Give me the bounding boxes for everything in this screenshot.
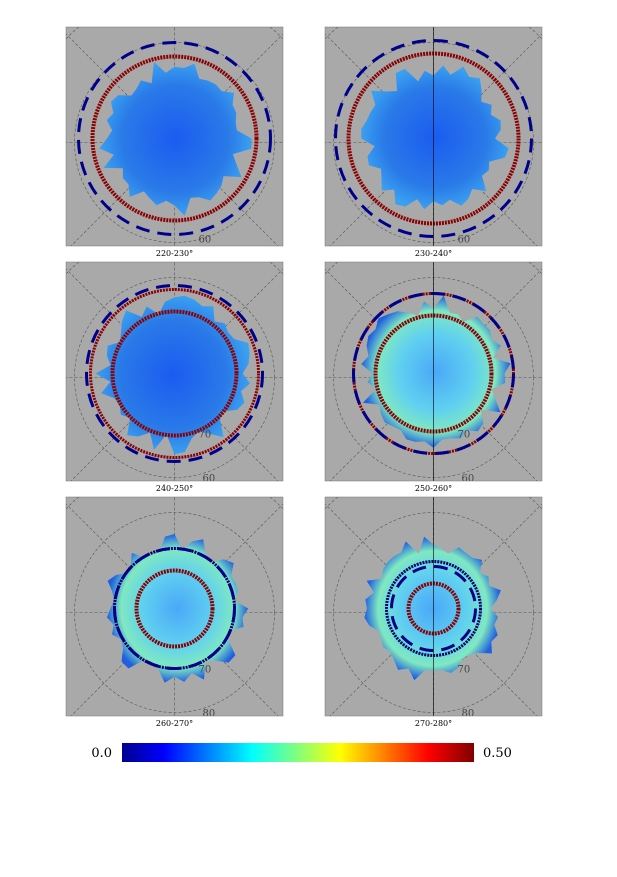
colorbar-max-label: 0.50: [483, 746, 512, 761]
latitude-label: 60: [462, 474, 475, 485]
latitude-label: 70: [458, 430, 471, 441]
latitude-label: 60: [458, 235, 471, 246]
latitude-label: 80: [203, 709, 216, 720]
panel-label: 250-260°: [415, 484, 452, 493]
panel-label: 220-230°: [156, 249, 193, 258]
latitude-label: 60: [203, 474, 216, 485]
colorbar: [122, 743, 474, 762]
panel-label: 260-270°: [156, 719, 193, 728]
panel-label: 270-280°: [415, 719, 452, 728]
panel-label: 230-240°: [415, 249, 452, 258]
latitude-label: 70: [199, 430, 212, 441]
latitude-label: 60: [199, 235, 212, 246]
panel-label: 240-250°: [156, 484, 193, 493]
latitude-label: 70: [199, 665, 212, 676]
latitude-label: 80: [462, 709, 475, 720]
latitude-label: 70: [458, 665, 471, 676]
colorbar-min-label: 0.0: [91, 746, 112, 761]
